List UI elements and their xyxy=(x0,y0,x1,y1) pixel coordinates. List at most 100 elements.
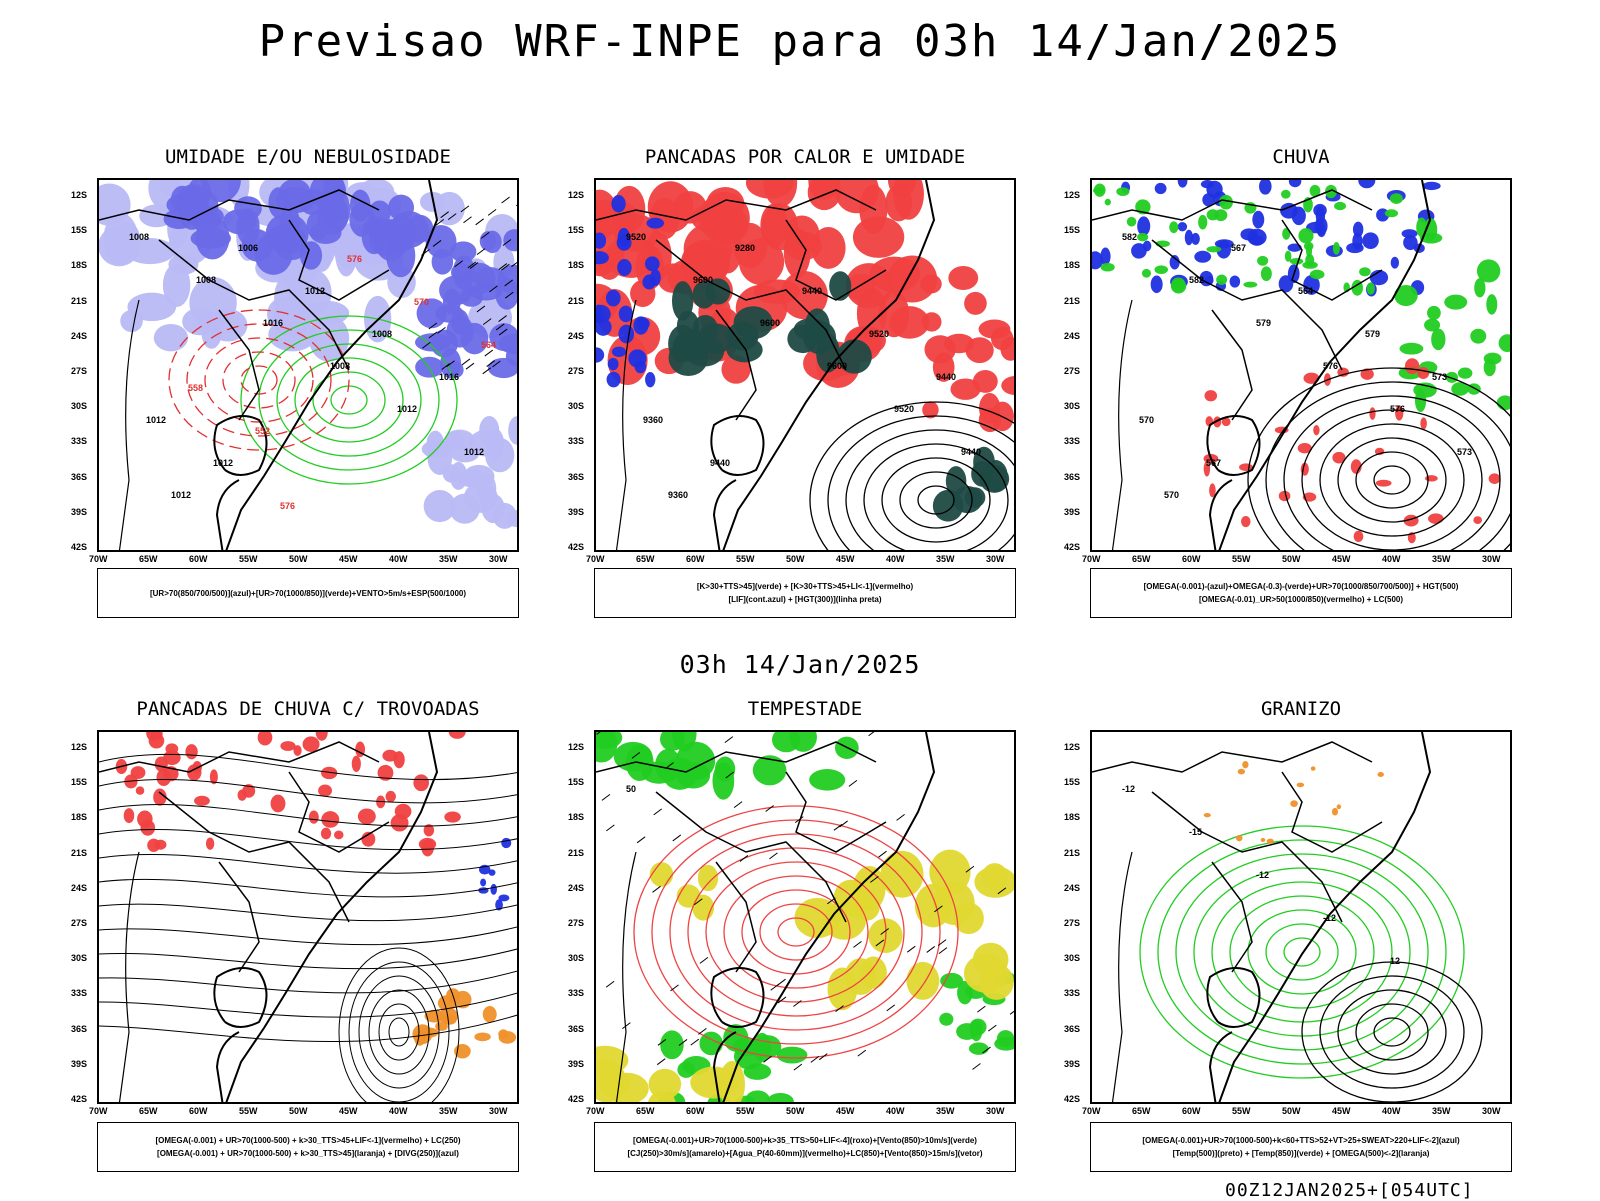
precip-patch xyxy=(1260,837,1266,842)
precip-patch xyxy=(1317,225,1326,238)
lon-label: 70W xyxy=(89,554,108,564)
precip-patch xyxy=(423,824,435,837)
contour-label: 1008 xyxy=(330,361,350,371)
lat-label: 30S xyxy=(71,401,88,412)
lon-label: 45W xyxy=(1332,1106,1351,1116)
contour-label: -12 xyxy=(1256,870,1269,880)
precip-patch xyxy=(431,248,454,275)
precip-patch xyxy=(1126,216,1137,227)
lon-label: 65W xyxy=(139,554,158,564)
wind850-green-east xyxy=(939,971,1014,1055)
precip-patch xyxy=(1171,277,1186,292)
precip-patch xyxy=(596,232,607,249)
contour-label: 1008 xyxy=(196,275,216,285)
legend-box-5: [OMEGA(-0.001)+UR>70(1000-500)+k>35_TTS>… xyxy=(594,1122,1016,1172)
legend-line: [CJ(250)>30m/s](amarelo)+[Agua_P(40-60mm… xyxy=(627,1149,983,1158)
precip-patch xyxy=(153,323,189,352)
thickness-red-dashed xyxy=(168,309,350,451)
precip-patch xyxy=(633,316,649,335)
map-canvas-4 xyxy=(99,732,517,1102)
omega-green-east xyxy=(1394,217,1510,413)
lat-label: 27S xyxy=(1064,366,1081,376)
temp850-green xyxy=(1139,825,1465,1079)
precip-patch xyxy=(1154,265,1169,274)
contour-label: 570 xyxy=(1164,490,1179,500)
legend-line: [OMEGA(-0.01)_UR>50(1000/850)(vermelho) … xyxy=(1198,595,1404,604)
contour-label: 1012 xyxy=(397,404,417,414)
precip-patch xyxy=(596,251,609,265)
lat-label: 18S xyxy=(568,812,585,823)
contour-label: 9520 xyxy=(894,404,914,414)
precip-patch xyxy=(705,278,731,305)
precip-patch xyxy=(123,808,135,824)
precip-patch xyxy=(165,743,179,755)
precip-patch xyxy=(357,808,376,825)
precip-patch xyxy=(495,899,503,911)
lon-label: 45W xyxy=(339,554,358,564)
precip-patch xyxy=(1252,210,1265,229)
map-canvas-5: 50 xyxy=(596,732,1014,1102)
lat-label: 27S xyxy=(71,366,88,376)
precip-patch xyxy=(1169,255,1180,270)
precip-patch xyxy=(1288,180,1302,188)
contour-label: -12 xyxy=(1122,784,1135,794)
precip-patch xyxy=(1216,274,1228,285)
lat-label: 27S xyxy=(1064,918,1081,928)
precip-patch xyxy=(487,357,517,379)
precip-patch xyxy=(650,268,661,286)
precip-patch xyxy=(1214,209,1228,222)
precip-patch xyxy=(413,774,429,792)
contour-label: 1012 xyxy=(305,286,325,296)
precip-patch xyxy=(1191,232,1200,245)
lat-label: 24S xyxy=(1064,330,1081,341)
lat-label: 27S xyxy=(568,366,585,376)
precip-patch xyxy=(793,318,828,341)
lat-label: 21S xyxy=(71,295,88,306)
precip-patch xyxy=(1229,275,1241,288)
precip-patch xyxy=(508,416,517,445)
contour-label: 1008 xyxy=(372,329,392,339)
precip-patch xyxy=(424,1009,445,1023)
precip-patch xyxy=(153,788,167,806)
precip-patch xyxy=(1486,294,1498,315)
precip-patch xyxy=(1250,235,1264,246)
precip-patch xyxy=(270,794,286,813)
contour-label: 1012 xyxy=(213,458,233,468)
panel-title-1: UMIDADE E/OU NEBULOSIDADE xyxy=(165,146,451,168)
lon-label: 50W xyxy=(786,554,805,564)
precip-patch xyxy=(1177,221,1188,232)
omega-orange xyxy=(1203,760,1384,844)
lat-label: 15S xyxy=(568,777,585,788)
precip-patch xyxy=(1302,261,1318,269)
lon-label: 65W xyxy=(139,1106,158,1116)
map-canvas-3: 582 582 579 576 576 573 570 567 564 579 573 570 567 xyxy=(1092,180,1510,550)
precip-patch xyxy=(957,980,973,1005)
precip-patch xyxy=(1488,473,1501,484)
contour-label: 9440 xyxy=(710,458,730,468)
precip-patch xyxy=(450,446,479,463)
precip-patch xyxy=(1401,229,1418,239)
lon-label: 70W xyxy=(1082,1106,1101,1116)
precip-patch xyxy=(1219,194,1233,210)
contour-label: 9600 xyxy=(693,275,713,285)
precip-patch xyxy=(1259,180,1272,195)
precip-patch xyxy=(1177,180,1188,188)
precip-patch xyxy=(618,305,633,323)
lat-label: 30S xyxy=(568,401,585,412)
humidity-south xyxy=(421,416,517,529)
lon-label: 50W xyxy=(1282,1106,1301,1116)
temp500-black xyxy=(1301,961,1483,1102)
contour-label: 9280 xyxy=(735,243,755,253)
main-title: Previsao WRF-INPE para 03h 14/Jan/2025 xyxy=(258,16,1342,67)
precip-patch xyxy=(483,230,502,254)
precip-patch xyxy=(501,837,512,849)
lon-label: 55W xyxy=(736,554,755,564)
lat-label: 42S xyxy=(71,542,88,552)
contour-label: 564 xyxy=(1298,286,1313,296)
precip-patch xyxy=(1457,367,1473,379)
precip-patch xyxy=(1093,187,1105,194)
precip-patch xyxy=(1137,216,1151,236)
coastline-borders xyxy=(1092,732,1432,1102)
precip-patch xyxy=(671,281,694,321)
map-canvas-6: -12 -15 -12 -12 12 xyxy=(1092,732,1483,1102)
